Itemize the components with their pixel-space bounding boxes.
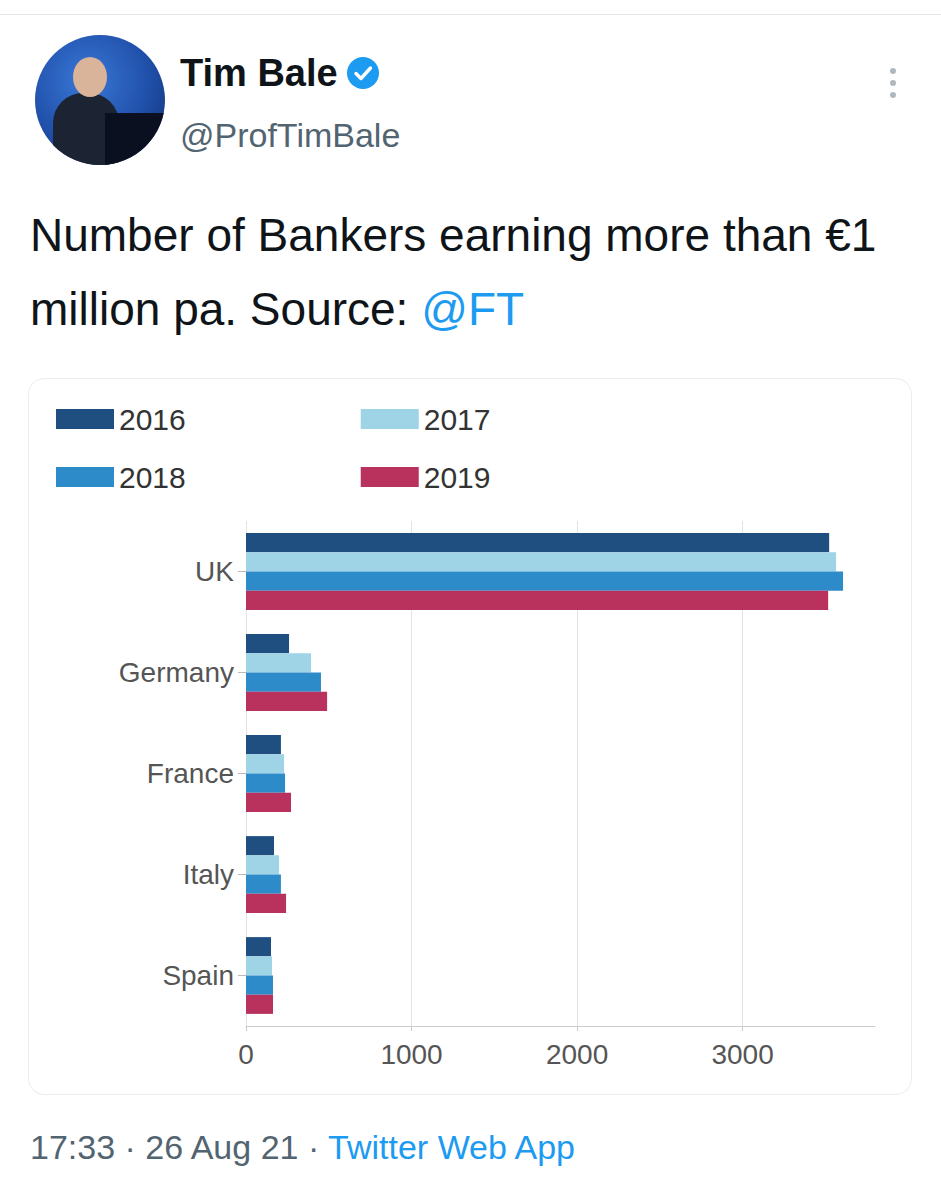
html-text:@ProfTimBale: @ProfTimBale — [180, 116, 401, 154]
svg-text:1000: 1000 — [380, 1039, 442, 1070]
svg-text:2019: 2019 — [424, 461, 491, 494]
html-text:17:33 · 26 Aug 21 · Twitter We: 17:33 · 26 Aug 21 · Twitter Web App — [30, 1128, 575, 1166]
html-text:Number of Bankers earning more: Number of Bankers earning more than €1 m… — [30, 209, 877, 335]
svg-text:0: 0 — [238, 1039, 254, 1070]
svg-text:2016: 2016 — [119, 403, 186, 436]
svg-text:Germany: Germany — [119, 657, 234, 688]
svg-text:Spain: Spain — [162, 960, 234, 991]
svg-text:UK: UK — [195, 556, 234, 587]
html-text:Tim Bale: Tim Bale — [180, 52, 338, 94]
svg-text:2017: 2017 — [424, 403, 491, 436]
svg-text:3000: 3000 — [711, 1039, 773, 1070]
svg-text:2000: 2000 — [546, 1039, 608, 1070]
svg-text:France: France — [147, 758, 234, 789]
svg-text:Italy: Italy — [183, 859, 234, 890]
svg-text:2018: 2018 — [119, 461, 186, 494]
